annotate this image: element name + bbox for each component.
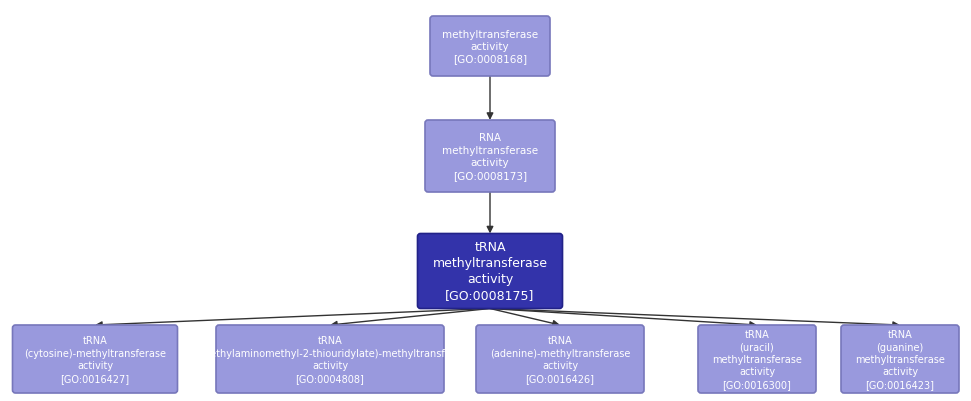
Text: methyltransferase
activity
[GO:0008168]: methyltransferase activity [GO:0008168] <box>442 30 538 64</box>
FancyBboxPatch shape <box>430 17 550 77</box>
Text: RNA
methyltransferase
activity
[GO:0008173]: RNA methyltransferase activity [GO:00081… <box>442 133 538 180</box>
Text: tRNA
(adenine)-methyltransferase
activity
[GO:0016426]: tRNA (adenine)-methyltransferase activit… <box>489 336 630 383</box>
FancyBboxPatch shape <box>13 325 178 393</box>
FancyBboxPatch shape <box>216 325 444 393</box>
Text: tRNA
(5-methylaminomethyl-2-thiouridylate)-methyltransferase
activity
[GO:000480: tRNA (5-methylaminomethyl-2-thiouridylat… <box>187 336 473 383</box>
FancyBboxPatch shape <box>841 325 959 393</box>
Text: tRNA
(uracil)
methyltransferase
activity
[GO:0016300]: tRNA (uracil) methyltransferase activity… <box>712 329 802 389</box>
Text: tRNA
(cytosine)-methyltransferase
activity
[GO:0016427]: tRNA (cytosine)-methyltransferase activi… <box>24 336 166 383</box>
Text: tRNA
methyltransferase
activity
[GO:0008175]: tRNA methyltransferase activity [GO:0008… <box>432 241 548 302</box>
Text: tRNA
(guanine)
methyltransferase
activity
[GO:0016423]: tRNA (guanine) methyltransferase activit… <box>855 329 945 389</box>
FancyBboxPatch shape <box>476 325 644 393</box>
FancyBboxPatch shape <box>425 121 555 192</box>
FancyBboxPatch shape <box>418 234 562 309</box>
FancyBboxPatch shape <box>698 325 816 393</box>
